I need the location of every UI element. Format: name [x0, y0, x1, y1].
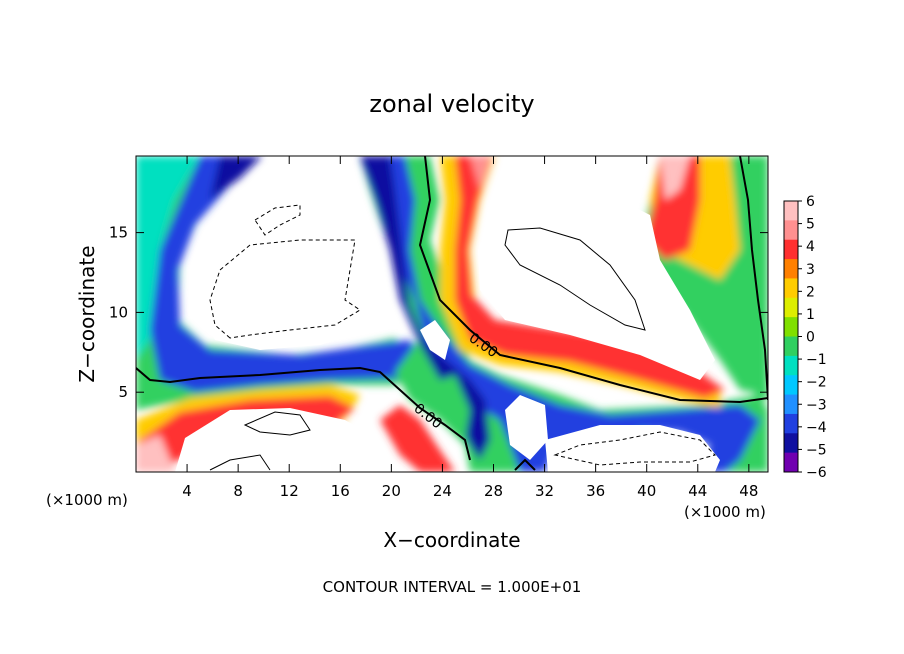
y-tick-label: 10 [109, 303, 128, 321]
colorbar-swatch [784, 394, 798, 415]
x-tick-label: 28 [484, 482, 503, 500]
x-tick-label: 32 [535, 482, 554, 500]
x-tick-label: 44 [688, 482, 707, 500]
colorbar-swatch [784, 452, 798, 473]
colorbar-label: 6 [806, 194, 815, 210]
x-tick-label: 40 [637, 482, 656, 500]
colorbar-label: 2 [806, 284, 815, 300]
x-tick-label: 48 [739, 482, 758, 500]
colorbar-label: −3 [806, 397, 827, 413]
x-tick-label: 36 [586, 482, 605, 500]
colorbar-label: −5 [806, 442, 827, 458]
colorbar-swatch [784, 278, 798, 299]
colorbar-label: 5 [806, 217, 815, 233]
colorbar: 6 5 4 3 2 1 0 −1 −2 −3 −4 −5 −6 [783, 194, 827, 481]
colorbar-swatch [784, 201, 798, 221]
x-unit-left: (×1000 m) [46, 491, 128, 509]
colorbar-swatch [784, 297, 798, 318]
x-axis: 4 8 12 16 20 24 28 32 36 40 44 48 [182, 156, 758, 500]
colorbar-label: −1 [806, 352, 827, 368]
heatmap-field: 0.00 0.00 [136, 156, 768, 472]
y-tick-label: 15 [109, 224, 128, 242]
x-tick-label: 8 [233, 482, 243, 500]
x-tick-label: 24 [433, 482, 452, 500]
colorbar-swatch [784, 433, 798, 454]
colorbar-swatch [784, 239, 798, 260]
contour-interval-note: CONTOUR INTERVAL = 1.000E+01 [323, 578, 582, 596]
colorbar-swatch [784, 413, 798, 434]
colorbar-swatch [784, 375, 798, 396]
chart-title: zonal velocity [369, 90, 534, 118]
x-tick-label: 16 [331, 482, 350, 500]
x-tick-label: 12 [280, 482, 299, 500]
x-tick-label: 4 [182, 482, 192, 500]
colorbar-swatch [784, 259, 798, 279]
y-axis: 5 10 15 [109, 224, 768, 401]
colorbar-swatch [784, 355, 798, 376]
colorbar-label: 1 [806, 307, 815, 323]
colorbar-swatch [784, 336, 798, 357]
colorbar-label: 3 [806, 262, 815, 278]
colorbar-swatch [784, 220, 798, 241]
colorbar-label: −2 [806, 375, 827, 391]
x-axis-label: X−coordinate [383, 528, 520, 552]
colorbar-swatch [784, 317, 798, 337]
plot-frame [135, 155, 769, 473]
colorbar-label: 4 [806, 239, 815, 255]
y-axis-label: Z−coordinate [75, 245, 99, 382]
x-unit-right: (×1000 m) [684, 503, 766, 521]
colorbar-label: −6 [806, 465, 827, 481]
x-tick-label: 20 [382, 482, 401, 500]
y-tick-label: 5 [118, 383, 128, 401]
colorbar-label: 0 [806, 330, 815, 346]
colorbar-label: −4 [806, 420, 827, 436]
